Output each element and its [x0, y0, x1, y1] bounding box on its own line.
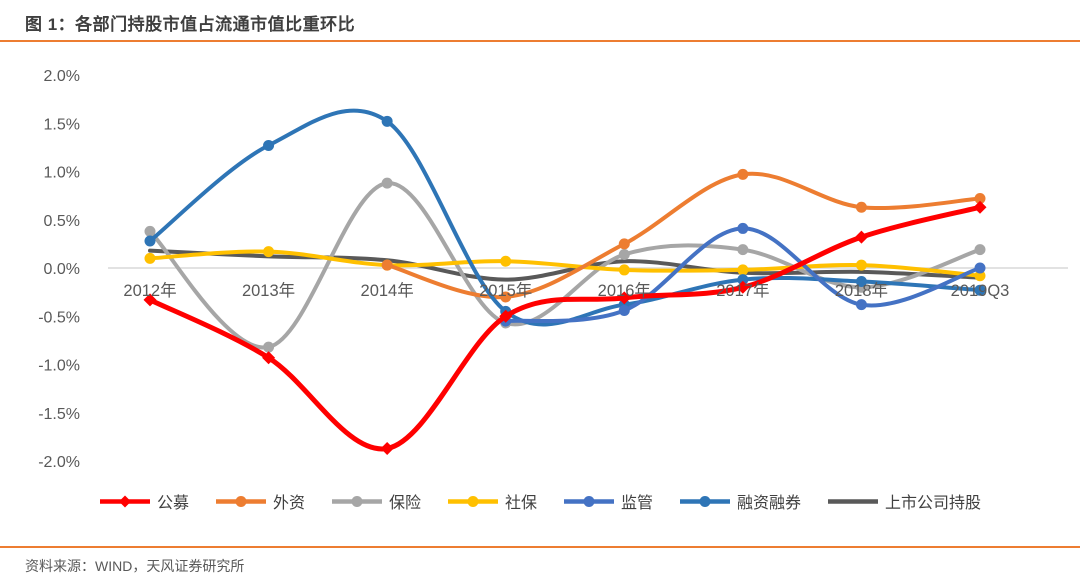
legend-swatch-icon: [447, 495, 498, 507]
x-axis-label: 2012年: [123, 281, 176, 300]
data-point-marker: [974, 262, 986, 274]
x-axis-label: 2014年: [361, 281, 414, 300]
data-source-note: 资料来源：WIND，天风证券研究所: [25, 558, 245, 574]
y-axis-tick-label: -1.0%: [38, 358, 80, 375]
series-line-3: [148, 249, 982, 278]
legend-item-2: 保险: [331, 489, 421, 513]
legend-label: 公募: [156, 495, 189, 512]
legend-label: 保险: [388, 495, 421, 512]
line-chart-area: 2.0% 1.5% 1.0% 0.5% 0.0% -0.5% -1.0% -1.5% -2.0%…: [0, 50, 1080, 486]
data-point-marker: [500, 255, 512, 267]
legend-item-5: 融资融券: [679, 489, 801, 513]
data-point-marker: [855, 259, 867, 271]
legend-label: 社保: [504, 495, 537, 512]
data-point-marker: [381, 259, 393, 271]
data-point-marker: [855, 276, 867, 288]
y-axis-tick-label: 1.0%: [44, 165, 80, 182]
data-point-marker: [974, 284, 986, 296]
data-point-marker: [855, 299, 867, 311]
data-point-marker: [144, 225, 156, 237]
data-point-marker: [380, 441, 394, 455]
legend-swatch-icon: [828, 498, 879, 504]
data-point-marker: [618, 238, 630, 250]
data-point-marker: [737, 244, 749, 256]
title-divider-line: [0, 40, 1080, 42]
data-point-marker: [263, 139, 275, 151]
data-point-marker: [974, 193, 986, 205]
data-point-marker: [855, 201, 867, 213]
data-point-marker: [381, 115, 393, 127]
x-axis-label: 2018年: [835, 281, 888, 300]
data-point-marker: [262, 351, 276, 365]
y-axis-tick-label: -0.5%: [38, 309, 80, 326]
data-point-marker: [500, 291, 512, 303]
chart-legend: 公募 外资 保险 社保 监管 融资融券 上市公司持股: [0, 489, 1080, 513]
x-axis-label: 2015年: [479, 281, 532, 300]
data-point-marker: [737, 222, 749, 234]
legend-item-0: 公募: [99, 489, 189, 513]
x-axis-label: 2019Q3: [951, 282, 1010, 300]
data-point-marker: [618, 264, 630, 276]
data-point-marker: [736, 280, 750, 294]
x-axis-label: 2017年: [716, 281, 769, 300]
footer-divider-line: [0, 546, 1080, 548]
data-point-marker: [618, 248, 630, 260]
legend-swatch-icon: [99, 495, 150, 507]
x-axis-label: 2013年: [242, 281, 295, 300]
data-point-marker: [618, 304, 630, 316]
legend-label: 外资: [272, 495, 305, 512]
series-line-6: [148, 248, 982, 282]
data-point-marker: [381, 177, 393, 189]
figure-title: 图 1：各部门持股市值占流通市值比重环比: [25, 15, 356, 34]
data-point-marker: [263, 341, 275, 353]
legend-swatch-icon: [331, 495, 382, 507]
legend-item-4: 监管: [563, 489, 653, 513]
legend-swatch-icon: [215, 495, 266, 507]
data-point-marker: [144, 252, 156, 264]
series-line-5: [148, 108, 982, 327]
data-point-marker: [854, 230, 868, 244]
data-point-marker: [144, 235, 156, 247]
legend-item-1: 外资: [215, 489, 305, 513]
series-line-0: [147, 204, 983, 452]
data-point-marker: [974, 270, 986, 282]
data-point-marker: [263, 246, 275, 258]
x-axis-label: 2016年: [598, 281, 651, 300]
y-axis-tick-label: -2.0%: [38, 454, 80, 471]
data-point-marker: [973, 200, 987, 214]
legend-label: 上市公司持股: [885, 495, 982, 512]
legend-swatch-icon: [680, 495, 731, 507]
y-axis-tick-label: 0.5%: [44, 213, 80, 230]
data-point-marker: [617, 291, 631, 305]
data-point-marker: [974, 244, 986, 256]
legend-item-3: 社保: [447, 489, 537, 513]
legend-swatch-icon: [564, 495, 614, 507]
line-chart: 2.0% 1.5% 1.0% 0.5% 0.0% -0.5% -1.0% -1.5% -2.0%…: [38, 68, 1068, 471]
data-point-marker: [737, 264, 749, 276]
legend-label: 监管: [621, 495, 654, 512]
data-point-marker: [143, 293, 157, 307]
y-axis-tick-label: 2.0%: [44, 68, 80, 85]
series-line-2: [148, 181, 982, 350]
y-axis-tick-label: -1.5%: [38, 406, 80, 423]
data-point-marker: [737, 274, 749, 286]
data-point-marker: [737, 168, 749, 180]
y-axis-tick-label: 0.0%: [44, 261, 80, 278]
legend-item-6: 上市公司持股: [827, 489, 981, 513]
data-point-marker: [499, 309, 513, 323]
y-axis-tick-label: 1.5%: [44, 116, 80, 133]
legend-label: 融资融券: [737, 495, 802, 512]
